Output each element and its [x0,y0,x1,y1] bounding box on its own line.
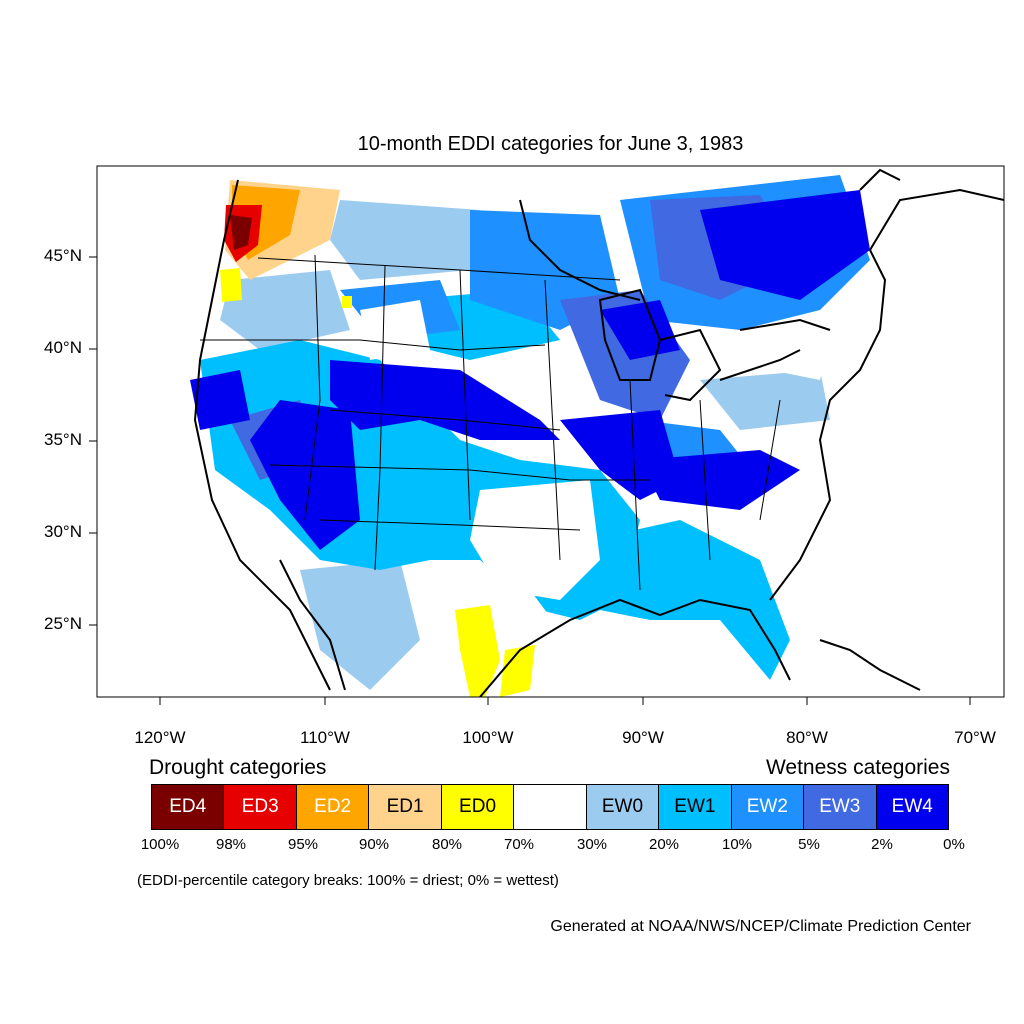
percentile-label: 30% [576,836,608,853]
credit-line: Generated at NOAA/NWS/NCEP/Climate Predi… [550,918,971,935]
lon-label: 80°W [786,728,828,747]
category-legend: ED4 ED3 ED2 ED1 ED0 EW0 EW1 EW2 EW3 EW4 [151,784,949,830]
percentile-label: 95% [287,836,319,853]
legend-box-ew1: EW1 [659,785,732,829]
percentile-label: 90% [358,836,390,853]
ew4-region [330,360,560,440]
percentile-label: 0% [943,836,965,853]
ew4-region [190,370,250,430]
ed4-region [230,215,252,250]
lat-label: 30°N [44,522,82,541]
ew0-region [330,200,480,280]
ed0-region [500,645,535,697]
legend-box-ew4: EW4 [876,785,948,829]
ed0-region [455,605,500,697]
lon-label: 70°W [954,728,996,747]
legend-box-ew2: EW2 [731,785,805,829]
percentile-label: 80% [431,836,463,853]
ew4-region [250,400,360,550]
coastline [193,168,1004,697]
ew0-region [700,370,830,430]
state-borders [200,254,781,591]
legend-box-ed3: ED3 [224,785,297,829]
legend-box-ed0: ED0 [441,785,515,829]
percentile-label: 100% [140,836,180,853]
drought-heading: Drought categories [149,756,327,779]
neutral-region [360,300,430,360]
ew1-region [590,520,790,680]
percentile-label: 70% [503,836,535,853]
lon-label: 120°W [134,728,186,747]
percentile-label: 98% [215,836,247,853]
lon-label: 110°W [300,728,350,747]
map-field [190,168,1004,697]
percentile-label: 2% [871,836,893,853]
neutral-region [770,330,830,380]
lon-label: 90°W [622,728,664,747]
ew0-region [300,560,420,690]
neutral-region [470,480,600,600]
legend-box-ed2: ED2 [296,785,370,829]
percentile-label: 20% [648,836,680,853]
legend-box-neutral [514,785,587,829]
lat-label: 40°N [44,338,82,357]
legend-box-ew0: EW0 [586,785,660,829]
lat-label: 35°N [44,430,82,449]
axis-ticks [89,256,971,705]
legend-box-ew3: EW3 [804,785,877,829]
map-frame [96,165,1005,698]
lat-label: 45°N [44,246,82,265]
wetness-heading: Wetness categories [765,756,950,779]
percentile-label: 5% [798,836,820,853]
ed0-region [342,296,352,308]
legend-box-ed1: ED1 [369,785,442,829]
ed0-region [220,268,242,302]
ew4-region [640,450,800,510]
legend-box-ed4: ED4 [152,785,225,829]
map-title: 10-month EDDI categories for June 3, 198… [357,133,744,155]
lat-label: 25°N [44,614,82,633]
lon-label: 100°W [462,728,514,747]
breaks-note: (EDDI-percentile category breaks: 100% =… [137,872,559,889]
ew4-region [600,300,680,360]
ew4-region [700,190,870,300]
percentile-label: 10% [721,836,753,853]
